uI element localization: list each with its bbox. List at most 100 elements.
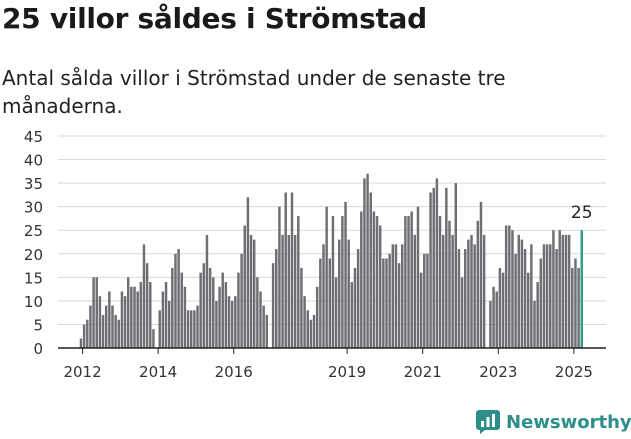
bar <box>133 286 136 348</box>
bar <box>328 258 332 348</box>
bar <box>199 272 202 348</box>
bar <box>331 216 335 348</box>
bar <box>111 305 114 348</box>
bar <box>401 244 404 348</box>
bar <box>347 239 350 348</box>
bar <box>344 201 347 348</box>
bar <box>196 305 199 348</box>
newsworthy-brand[interactable]: Newsworthy <box>476 408 631 436</box>
bar <box>230 300 234 348</box>
y-tick-label: 45 <box>24 128 43 146</box>
bar <box>149 282 152 348</box>
bar <box>189 310 193 348</box>
bar <box>479 201 483 348</box>
y-tick-label: 5 <box>33 316 43 334</box>
bar <box>574 258 577 348</box>
y-tick-label: 35 <box>24 175 43 193</box>
bar <box>564 234 568 348</box>
bar <box>117 319 121 348</box>
bar <box>356 249 360 348</box>
bar <box>205 234 209 348</box>
bar <box>369 192 372 348</box>
bar <box>542 244 546 348</box>
bar <box>293 234 297 348</box>
bar <box>517 234 520 348</box>
y-axis-tick-labels: 0 5 10 15 20 25 30 35 40 45 <box>24 128 43 358</box>
bar <box>473 244 476 348</box>
bar <box>101 315 105 348</box>
bar <box>136 291 139 348</box>
bar <box>504 225 508 348</box>
bar <box>130 286 133 348</box>
bar <box>388 253 391 348</box>
x-tick-label: 2019 <box>328 363 366 381</box>
bar <box>287 234 291 348</box>
bar <box>511 230 514 348</box>
bar <box>167 300 171 348</box>
bar <box>545 244 549 348</box>
bar <box>460 277 464 348</box>
bar <box>319 258 322 348</box>
bar <box>489 300 492 348</box>
chart-subtitle: Antal sålda villor i Strömstad under de … <box>2 66 506 118</box>
bar <box>171 267 174 348</box>
bar <box>114 315 117 348</box>
bar <box>476 220 480 348</box>
bar <box>407 216 410 348</box>
bar <box>441 234 445 348</box>
bar <box>123 296 127 348</box>
bar <box>290 192 294 348</box>
bar <box>215 300 218 348</box>
bar <box>234 296 237 348</box>
annotations: 25 <box>571 203 593 223</box>
bar <box>297 216 300 348</box>
bar <box>435 178 439 348</box>
bar <box>394 244 398 348</box>
bar <box>533 300 536 348</box>
bar <box>457 249 461 348</box>
bar <box>366 173 369 348</box>
bar <box>338 239 341 348</box>
bar <box>127 277 130 348</box>
bar <box>416 206 420 348</box>
bar <box>315 286 319 348</box>
bar <box>454 183 457 348</box>
chart-title: 25 villor såldes i Strömstad <box>2 2 427 35</box>
x-axis-tick-labels: 2012 2014 2016 2019 2021 2023 2025 <box>63 363 592 381</box>
bar <box>426 253 429 348</box>
bar <box>445 187 448 348</box>
bar <box>142 244 146 348</box>
bar <box>451 234 454 348</box>
bar <box>89 305 92 348</box>
bar <box>240 253 243 348</box>
bar <box>495 291 498 348</box>
bar <box>549 244 552 348</box>
bar <box>382 258 385 348</box>
bar <box>526 272 530 348</box>
bar <box>577 267 580 348</box>
bar <box>385 258 388 348</box>
bar <box>180 272 183 348</box>
bar <box>448 220 451 348</box>
brand-name: Newsworthy <box>506 411 631 433</box>
bar <box>262 305 265 348</box>
bar <box>429 192 432 348</box>
bar <box>139 282 143 348</box>
bar <box>350 282 354 348</box>
bar <box>322 244 325 348</box>
bar <box>413 234 417 348</box>
bar <box>520 239 524 348</box>
bar <box>120 291 124 348</box>
bar <box>281 234 284 348</box>
bar <box>501 272 505 348</box>
bar <box>372 211 376 348</box>
y-tick-label: 0 <box>33 340 43 358</box>
bar <box>482 234 486 348</box>
bar <box>419 272 423 348</box>
x-axis <box>58 347 606 354</box>
bar <box>558 230 561 348</box>
bar <box>492 286 495 348</box>
bar <box>284 192 287 348</box>
bar <box>193 310 196 348</box>
bar <box>177 249 180 348</box>
